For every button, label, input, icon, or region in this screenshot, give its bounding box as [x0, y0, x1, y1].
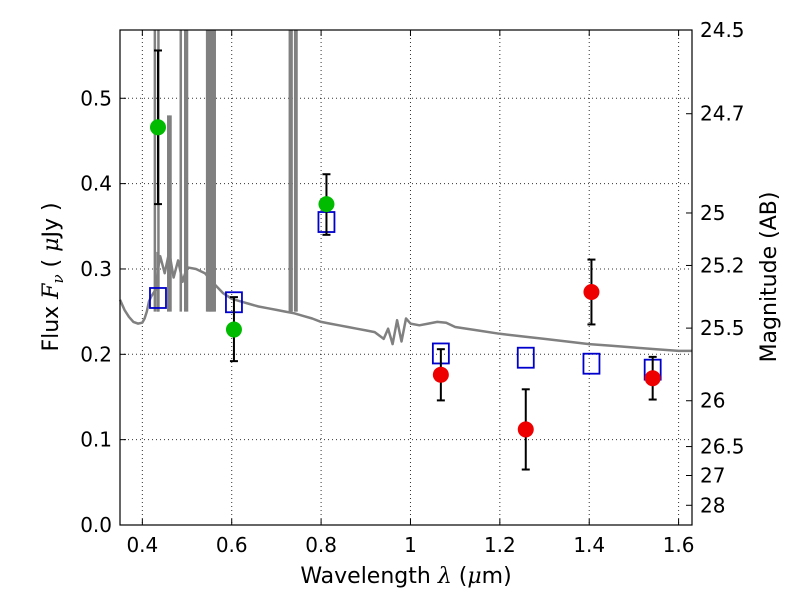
x-tick-label: 1.2 — [484, 533, 516, 557]
model-photometry-point — [149, 287, 167, 309]
spectrum-line — [118, 250, 692, 353]
y2-tick-label: 25.5 — [700, 316, 745, 340]
observed-points — [149, 49, 661, 471]
observed-flux-point — [318, 196, 335, 213]
observed-flux-point — [225, 321, 242, 338]
observed-flux-point — [644, 370, 661, 387]
y2-tick-label: 25.2 — [700, 253, 745, 277]
x-axis-label: Wavelength λ (μm) — [300, 564, 511, 589]
x-tick-label: 0.6 — [216, 533, 248, 557]
x-tick-label: 1.6 — [663, 533, 695, 557]
y-tick-label: 0.4 — [80, 172, 112, 196]
y-tick-label: 0.5 — [80, 86, 112, 110]
observed-flux-point — [583, 284, 600, 301]
y2-tick-label: 24.7 — [700, 102, 745, 126]
y2-axis-label: Magnitude (AB) — [757, 192, 782, 363]
y2-tick-label: 28 — [700, 493, 725, 517]
y-tick-label: 0.3 — [80, 257, 112, 281]
y2-tick-label: 27 — [700, 464, 725, 488]
axis-ticks: 0.4 0.6 0.8 1 1.2 1.4 1.6 0.0 0.1 0.2 0.3 0.4 0.5 24.… — [80, 18, 744, 557]
y2-tick-label: 26 — [700, 389, 725, 413]
observed-flux-point — [432, 366, 449, 383]
y-tick-label: 0.0 — [80, 513, 112, 537]
y2-tick-label: 25 — [700, 201, 725, 225]
observed-flux-point — [517, 421, 534, 438]
grid-lines — [120, 30, 692, 526]
x-tick-label: 0.4 — [126, 533, 158, 557]
y-tick-label: 0.2 — [80, 342, 112, 366]
plot-frame — [119, 29, 693, 526]
model-photometry-point — [516, 346, 535, 369]
y2-tick-label: 26.5 — [700, 435, 745, 459]
x-tick-label: 0.8 — [305, 533, 337, 557]
model-photometry-point — [582, 352, 601, 375]
y-axis-label: Flux Fν ( μJy ) — [39, 202, 67, 351]
model-photometry — [149, 211, 662, 381]
x-tick-label: 1.4 — [573, 533, 605, 557]
observed-flux-point — [149, 119, 166, 136]
x-tick-label: 1 — [404, 533, 417, 557]
model-spectrum — [118, 30, 692, 353]
y2-tick-label: 24.5 — [700, 18, 745, 42]
y-tick-label: 0.1 — [80, 428, 112, 452]
